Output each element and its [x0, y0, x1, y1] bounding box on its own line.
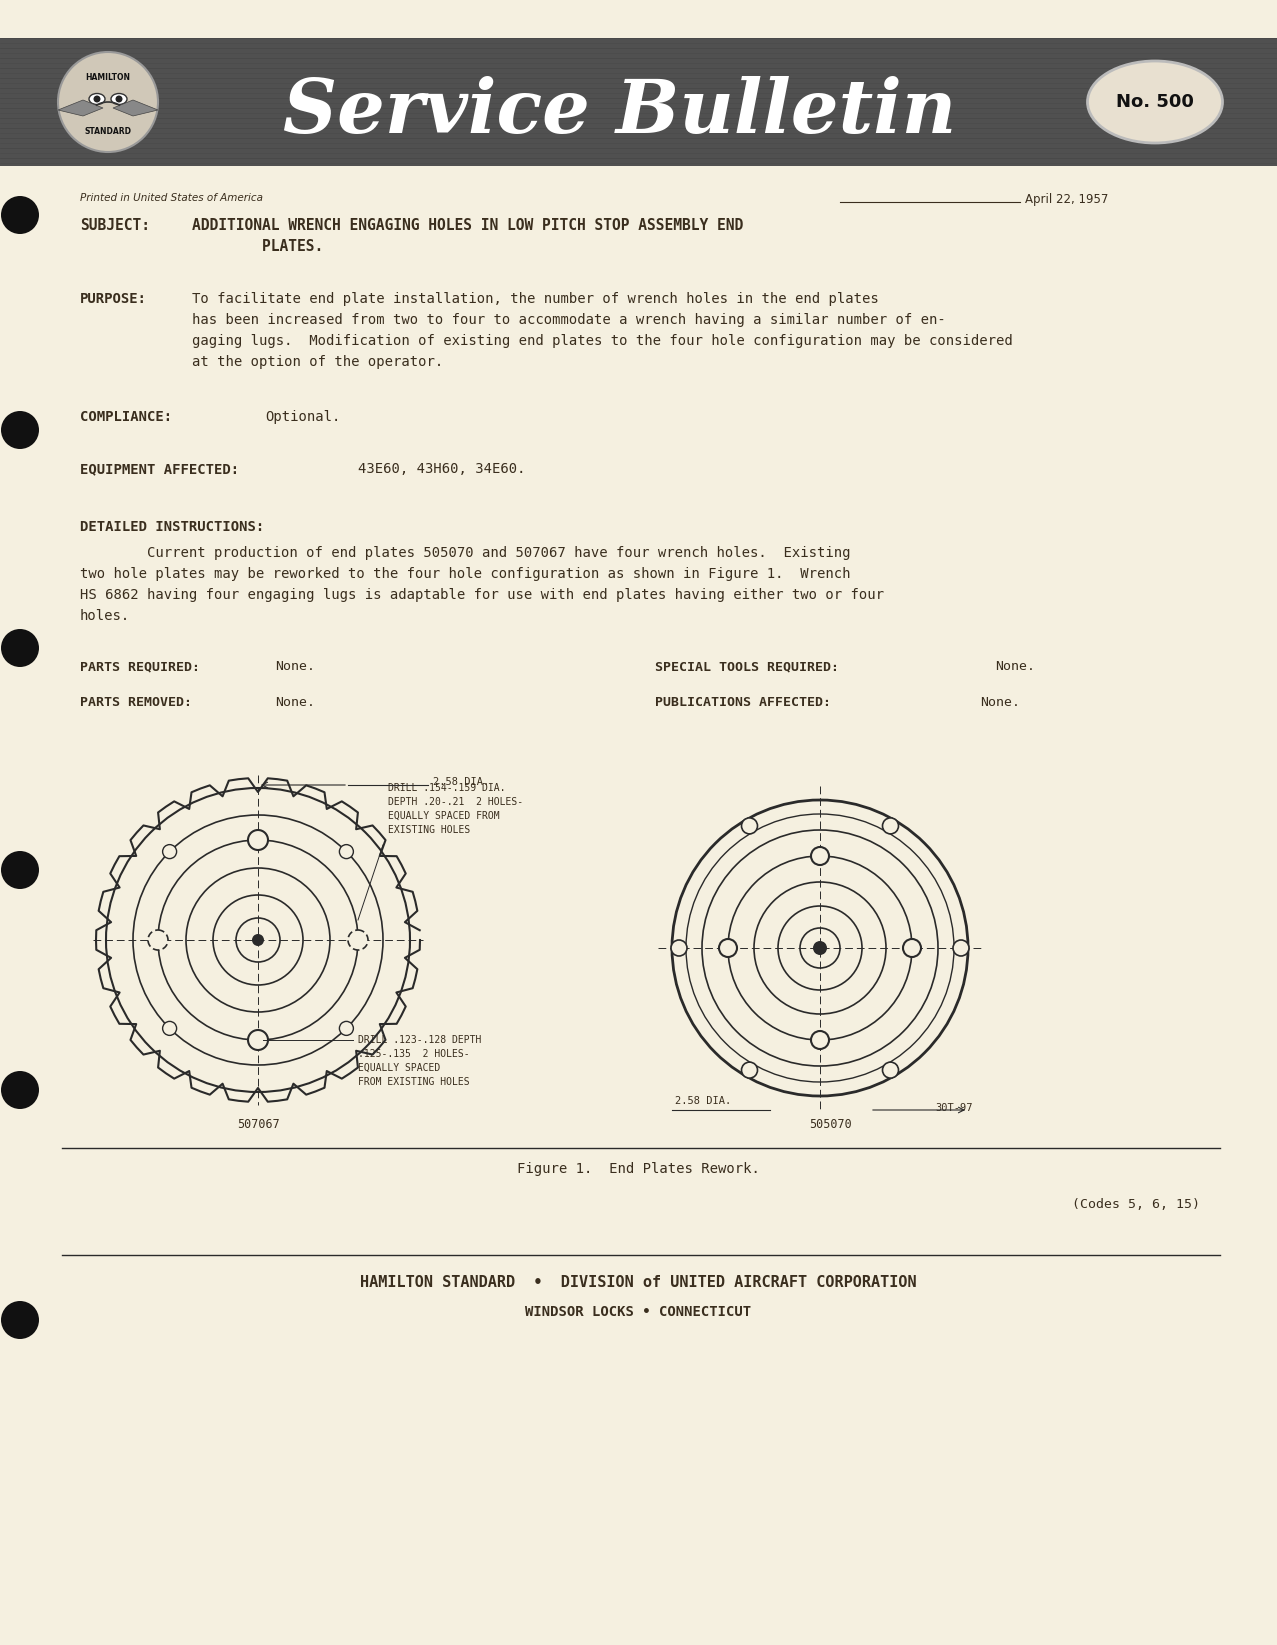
Text: HS 6862 having four engaging lugs is adaptable for use with end plates having ei: HS 6862 having four engaging lugs is ada…	[80, 587, 884, 602]
Text: HAMILTON STANDARD  •  DIVISION of UNITED AIRCRAFT CORPORATION: HAMILTON STANDARD • DIVISION of UNITED A…	[360, 1275, 917, 1290]
Circle shape	[162, 844, 176, 859]
Text: 2.58 DIA.: 2.58 DIA.	[676, 1096, 732, 1105]
Text: None.: None.	[275, 696, 315, 709]
Text: EQUIPMENT AFFECTED:: EQUIPMENT AFFECTED:	[80, 462, 239, 475]
Text: has been increased from two to four to accommodate a wrench having a similar num: has been increased from two to four to a…	[192, 313, 946, 327]
Circle shape	[57, 53, 158, 151]
Text: DETAILED INSTRUCTIONS:: DETAILED INSTRUCTIONS:	[80, 520, 264, 535]
Polygon shape	[112, 100, 158, 117]
Text: 30T-97: 30T-97	[935, 1104, 973, 1114]
Circle shape	[1, 411, 40, 449]
Text: PLATES.: PLATES.	[192, 239, 323, 253]
Text: 507067: 507067	[236, 1119, 280, 1132]
Ellipse shape	[1088, 61, 1222, 143]
Circle shape	[115, 95, 123, 102]
Circle shape	[903, 939, 921, 957]
Text: Service Bulletin: Service Bulletin	[283, 76, 956, 148]
Circle shape	[1, 850, 40, 888]
Text: PARTS REMOVED:: PARTS REMOVED:	[80, 696, 192, 709]
Circle shape	[742, 818, 757, 834]
Text: HAMILTON: HAMILTON	[86, 74, 130, 82]
Ellipse shape	[89, 94, 105, 105]
Text: WINDSOR LOCKS • CONNECTICUT: WINDSOR LOCKS • CONNECTICUT	[525, 1304, 751, 1319]
Circle shape	[953, 939, 969, 956]
Text: None.: None.	[275, 660, 315, 673]
Circle shape	[742, 1063, 757, 1077]
Text: two hole plates may be reworked to the four hole configuration as shown in Figur: two hole plates may be reworked to the f…	[80, 568, 850, 581]
Circle shape	[882, 1063, 899, 1077]
Circle shape	[719, 939, 737, 957]
Polygon shape	[57, 100, 103, 117]
Circle shape	[813, 941, 827, 956]
Text: April 22, 1957: April 22, 1957	[1025, 192, 1108, 206]
Text: (Codes 5, 6, 15): (Codes 5, 6, 15)	[1071, 1198, 1200, 1211]
Text: PUBLICATIONS AFFECTED:: PUBLICATIONS AFFECTED:	[655, 696, 831, 709]
Circle shape	[340, 1022, 354, 1035]
Text: Figure 1.  End Plates Rework.: Figure 1. End Plates Rework.	[517, 1161, 760, 1176]
Text: DRILL .154-.159 DIA.
DEPTH .20-.21  2 HOLES-
EQUALLY SPACED FROM
EXISTING HOLES: DRILL .154-.159 DIA. DEPTH .20-.21 2 HOL…	[388, 783, 524, 836]
Text: 2.58 DIA.: 2.58 DIA.	[433, 776, 489, 786]
Text: None.: None.	[979, 696, 1020, 709]
Circle shape	[1, 196, 40, 234]
Circle shape	[248, 831, 268, 850]
Text: SUBJECT:: SUBJECT:	[80, 219, 149, 234]
Circle shape	[340, 844, 354, 859]
Circle shape	[93, 95, 101, 102]
Circle shape	[1, 1071, 40, 1109]
Circle shape	[1, 628, 40, 666]
Circle shape	[1, 1301, 40, 1339]
Text: ADDITIONAL WRENCH ENGAGING HOLES IN LOW PITCH STOP ASSEMBLY END: ADDITIONAL WRENCH ENGAGING HOLES IN LOW …	[192, 219, 743, 234]
Text: gaging lugs.  Modification of existing end plates to the four hole configuration: gaging lugs. Modification of existing en…	[192, 334, 1013, 349]
Circle shape	[252, 934, 264, 946]
Ellipse shape	[111, 94, 126, 105]
Text: STANDARD: STANDARD	[84, 128, 132, 137]
Text: No. 500: No. 500	[1116, 94, 1194, 110]
Text: PARTS REQUIRED:: PARTS REQUIRED:	[80, 660, 200, 673]
Text: COMPLIANCE:: COMPLIANCE:	[80, 410, 172, 424]
Circle shape	[349, 929, 368, 951]
Text: PURPOSE:: PURPOSE:	[80, 293, 147, 306]
Text: SPECIAL TOOLS REQUIRED:: SPECIAL TOOLS REQUIRED:	[655, 660, 839, 673]
Circle shape	[811, 847, 829, 865]
Circle shape	[148, 929, 169, 951]
Bar	[0, 38, 1277, 166]
Text: 505070: 505070	[808, 1119, 852, 1132]
Text: To facilitate end plate installation, the number of wrench holes in the end plat: To facilitate end plate installation, th…	[192, 293, 879, 306]
Circle shape	[882, 818, 899, 834]
Text: Current production of end plates 505070 and 507067 have four wrench holes.  Exis: Current production of end plates 505070 …	[80, 546, 850, 559]
Text: at the option of the operator.: at the option of the operator.	[192, 355, 443, 368]
Text: Printed in United States of America: Printed in United States of America	[80, 192, 263, 202]
Text: None.: None.	[995, 660, 1034, 673]
Text: 43E60, 43H60, 34E60.: 43E60, 43H60, 34E60.	[358, 462, 526, 475]
Circle shape	[670, 939, 687, 956]
Text: DRILL .123-.128 DEPTH
.125-.135  2 HOLES-
EQUALLY SPACED
FROM EXISTING HOLES: DRILL .123-.128 DEPTH .125-.135 2 HOLES-…	[358, 1035, 481, 1087]
Circle shape	[162, 1022, 176, 1035]
Circle shape	[248, 1030, 268, 1050]
Circle shape	[811, 1031, 829, 1050]
Text: holes.: holes.	[80, 609, 130, 623]
Text: Optional.: Optional.	[266, 410, 341, 424]
